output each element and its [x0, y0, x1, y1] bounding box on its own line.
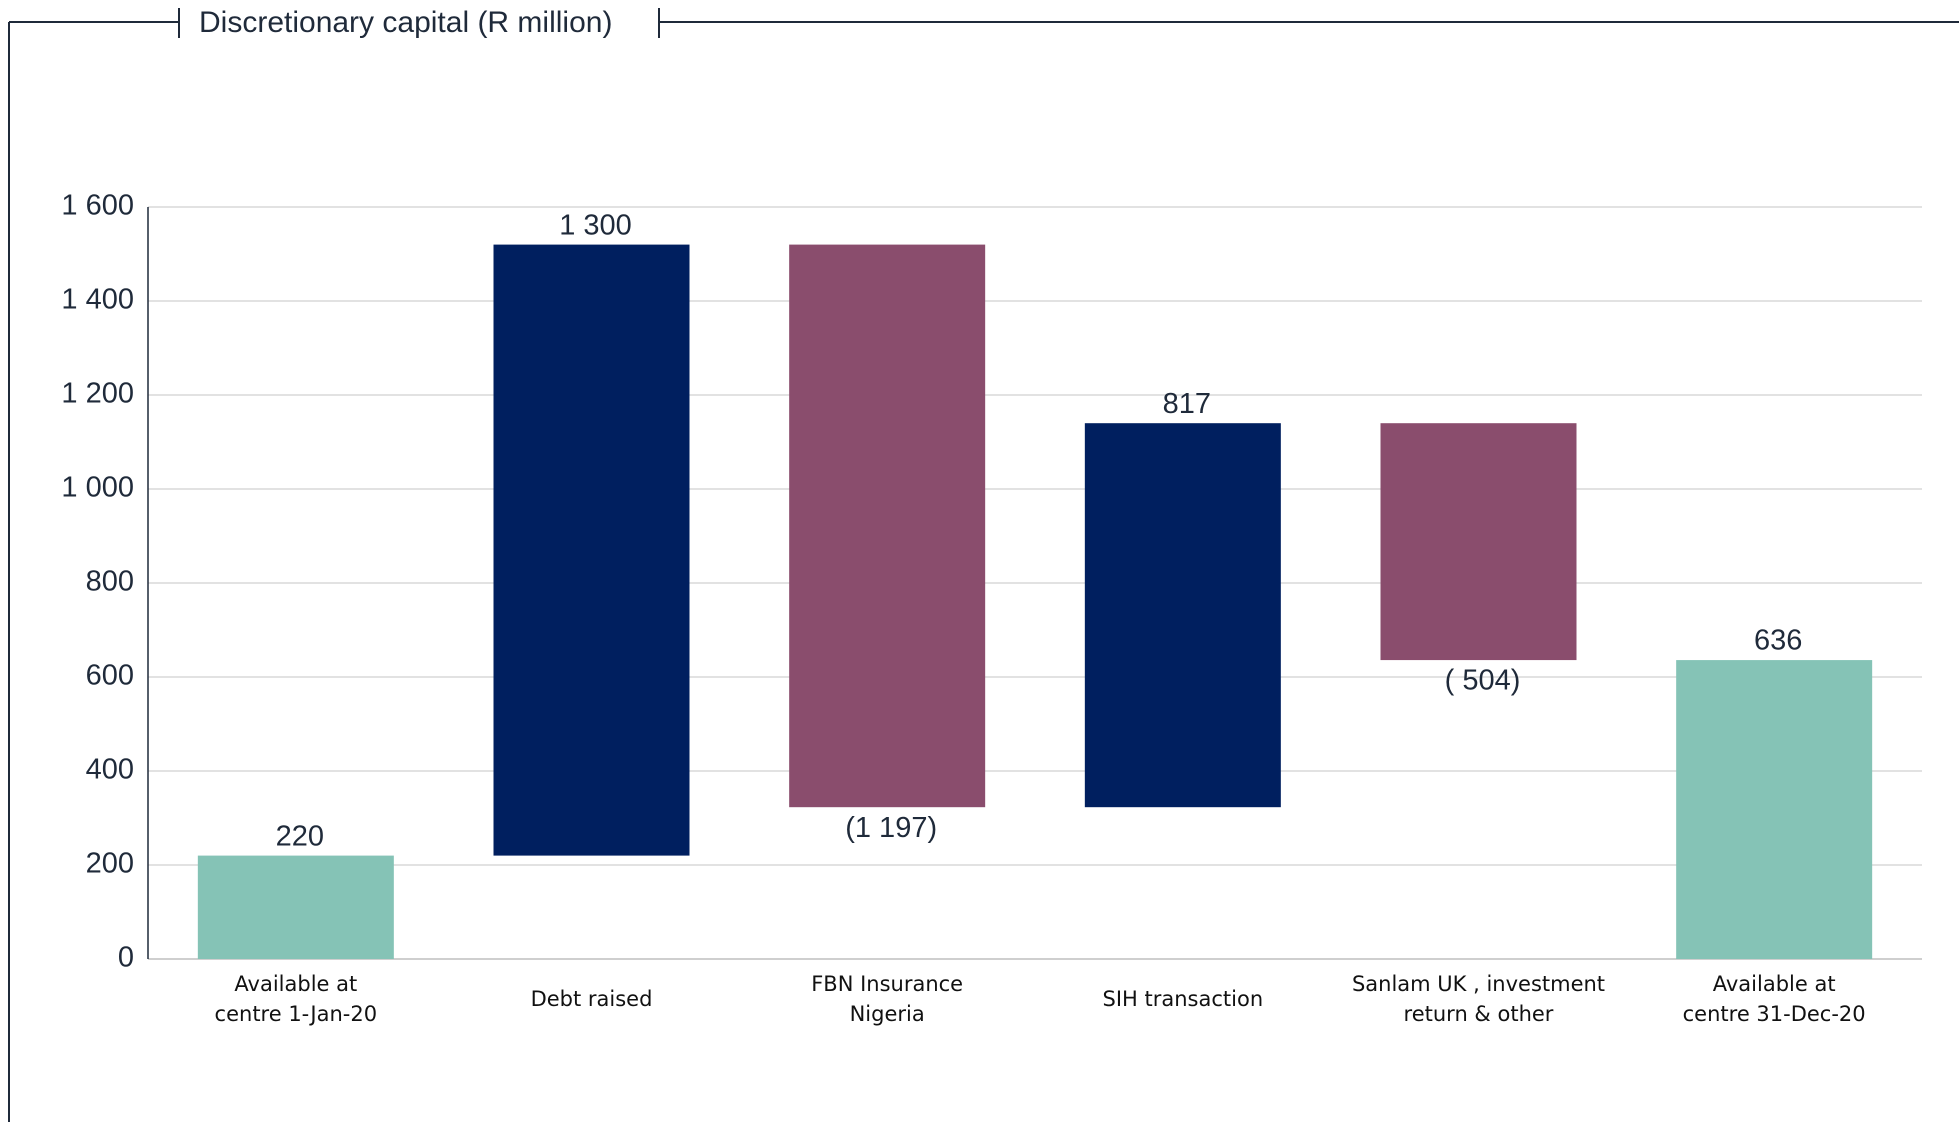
y-tick-label: 200 [86, 848, 134, 880]
bar [789, 244, 986, 808]
y-tick-label: 1 400 [61, 284, 134, 316]
value-label: 817 [1163, 388, 1211, 420]
y-tick-label: 1 600 [61, 190, 134, 222]
x-tick-label: FBN Insurance Nigeria [811, 972, 964, 1026]
y-tick-label: 600 [86, 660, 134, 692]
x-tick-label: Available at centre 1-Jan-20 [214, 972, 378, 1026]
y-tick-label: 0 [118, 942, 134, 974]
y-tick-label: 1 000 [61, 472, 134, 504]
value-label: ( 504) [1445, 665, 1521, 697]
value-label: (1 197) [845, 812, 937, 844]
x-tick-label: Sanlam UK , investment return & other [1351, 972, 1606, 1026]
y-tick-label: 800 [86, 566, 134, 598]
bar [197, 855, 394, 959]
chart-title: Discretionary capital (R million) [199, 6, 612, 39]
bar [493, 244, 690, 856]
x-tick-label: SIH transaction [1102, 987, 1264, 1011]
bar [1380, 423, 1577, 661]
value-label: 636 [1754, 625, 1802, 657]
value-label: 1 300 [559, 209, 632, 241]
x-tick-label: Available at centre 31-Dec-20 [1682, 972, 1866, 1026]
value-label: 220 [276, 820, 324, 852]
y-tick-label: 1 200 [61, 378, 134, 410]
bar [1676, 660, 1873, 959]
x-tick-label: Debt raised [530, 987, 653, 1011]
bar [1084, 423, 1281, 808]
y-tick-label: 400 [86, 754, 134, 786]
